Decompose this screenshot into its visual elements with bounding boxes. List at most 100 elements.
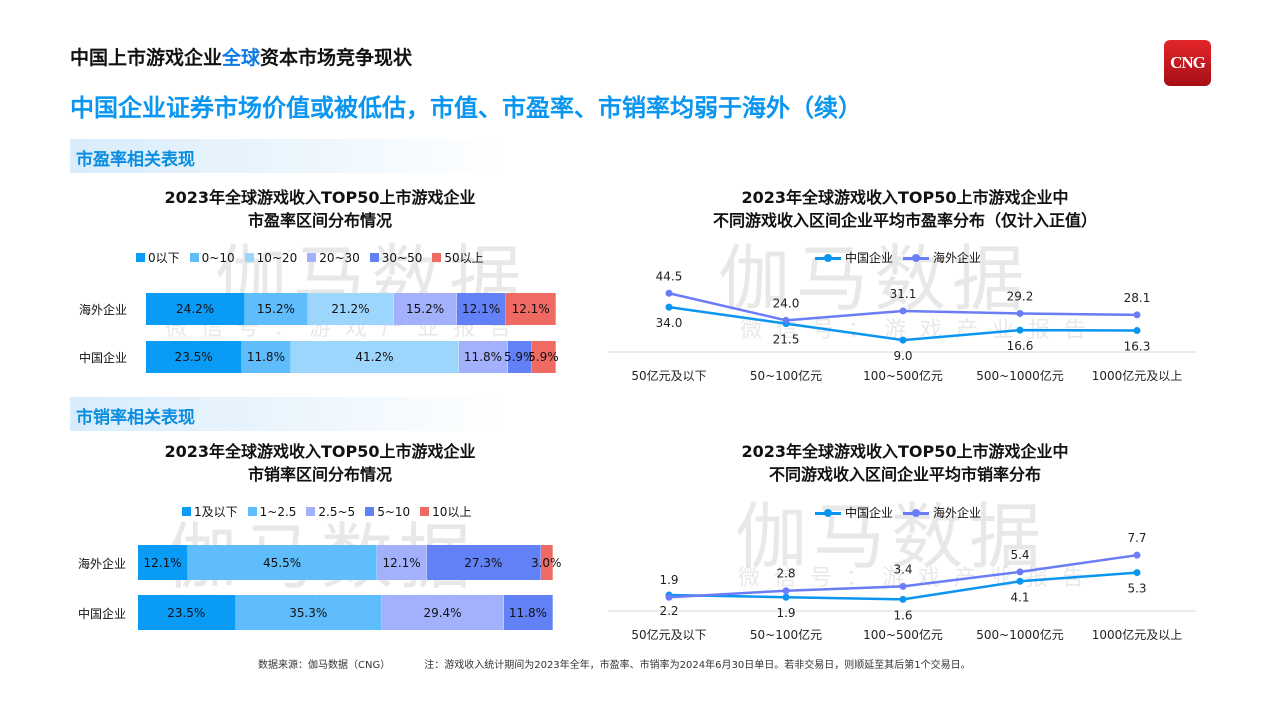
data-label: 2.8: [776, 567, 795, 581]
data-label: 5.3: [1127, 582, 1146, 596]
legend-label: 50以上: [444, 251, 484, 265]
watermark: 伽马数据: [735, 495, 1048, 579]
data-point: [1133, 551, 1141, 559]
legend-item: 0~10: [189, 250, 235, 265]
legend-item: 30~50: [369, 250, 423, 265]
data-source: 数据来源：伽马数据（CNG）: [258, 660, 391, 671]
watermark: 伽马数据: [718, 237, 1031, 321]
legend-item: 海外企业: [903, 249, 981, 266]
data-point: [899, 595, 907, 603]
data-point: [665, 593, 673, 601]
footer: 数据来源：伽马数据（CNG） 注：游戏收入统计期间为2023年全年，市盈率、市销率…: [258, 656, 1005, 671]
legend-label: 5~10: [377, 504, 411, 519]
chart-legend: 中国企业 海外企业: [815, 249, 981, 266]
x-tick-label: 50~100亿元: [750, 627, 822, 640]
data-point: [899, 582, 907, 590]
legend-item: 1及以下: [182, 503, 238, 520]
data-label: 1.6: [893, 608, 912, 622]
chart-legend: 0以下 0~10 10~20 20~30 30~50 50以上: [136, 249, 484, 266]
legend-label: 30~50: [381, 250, 423, 265]
data-label: 1.9: [659, 573, 678, 587]
bar-segment-0以下: 24.2%: [146, 293, 246, 325]
chart-title-line: 2023年全球游戏收入TOP50上市游戏企业中: [741, 442, 1069, 461]
x-tick-label: 1000亿元及以上: [1092, 627, 1183, 640]
bar-segment-5~10: 11.8%: [504, 595, 553, 630]
legend-swatch: [306, 506, 316, 516]
legend-line-marker: [815, 254, 841, 262]
legend-item: 2.5~5: [306, 505, 355, 519]
bar-segment-1~2.5: 35.3%: [235, 595, 382, 630]
legend-item: 中国企业: [815, 249, 893, 266]
legend-item: 5~10: [365, 505, 410, 519]
chart-title: 2023年全球游戏收入TOP50上市游戏企业中 不同游戏收入区间企业平均市销率分布: [600, 440, 1210, 486]
data-label: 2.2: [659, 604, 678, 618]
legend-line-marker: [903, 509, 930, 517]
legend-label: 海外企业: [933, 506, 982, 520]
data-point: [1016, 309, 1024, 317]
legend-label: 10~20: [256, 250, 298, 265]
pe-distribution-chart: 2023年全球游戏收入TOP50上市游戏企业 市盈率区间分布情况 0以下 0~10 10…: [70, 186, 570, 386]
row-label: 中国企业: [79, 351, 128, 365]
data-label: 44.5: [656, 269, 683, 283]
bar-segment-20~30: 15.2%: [394, 293, 457, 325]
legend-swatch: [182, 507, 191, 516]
legend-label: 1~2.5: [259, 504, 297, 519]
bar-segment-0以下: 23.5%: [146, 341, 243, 373]
stacked-bar: 23.5% 35.3% 29.4% 11.8%: [138, 595, 553, 630]
data-point: [899, 336, 907, 344]
data-point: [1133, 326, 1141, 334]
data-label: 31.1: [890, 287, 917, 301]
legend-line-marker: [815, 509, 841, 517]
bar-segment-5~10: 27.3%: [427, 545, 541, 580]
legend-label: 20~30: [319, 250, 360, 265]
legend-swatch: [244, 252, 254, 262]
x-tick-label: 1000亿元及以上: [1092, 368, 1183, 383]
ps-distribution-chart: 2023年全球游戏收入TOP50上市游戏企业 市销率区间分布情况 1及以下 1~2.5…: [70, 440, 570, 640]
legend-label: 2.5~5: [318, 504, 356, 519]
bar-segment-50以上: 5.9%: [528, 341, 559, 373]
legend-label: 中国企业: [845, 251, 894, 265]
bar-segment-30~50: 5.9%: [504, 341, 534, 373]
legend-label: 1及以下: [194, 505, 238, 519]
x-tick-label: 100~500亿元: [863, 627, 943, 640]
stacked-bar: 12.1% 45.5% 12.1% 27.3% 3.0%: [138, 545, 561, 580]
data-point: [665, 289, 673, 297]
data-label: 21.5: [773, 333, 800, 347]
data-point: [1016, 577, 1024, 585]
data-point: [782, 316, 790, 324]
legend-label: 0~10: [201, 250, 235, 265]
data-label: 29.2: [1007, 289, 1034, 303]
chart-title-line: 市盈率区间分布情况: [247, 211, 392, 230]
section-header-ps: 市销率相关表现: [70, 397, 510, 431]
legend-item: 海外企业: [903, 504, 981, 521]
pe-average-line-chart: 2023年全球游戏收入TOP50上市游戏企业中 不同游戏收入区间企业平均市盈率分布…: [600, 186, 1210, 386]
legend-item: 10以上: [420, 503, 471, 520]
data-label: 28.1: [1124, 291, 1151, 305]
bar-segment-10~20: 21.2%: [307, 293, 395, 325]
stacked-bar: 23.5% 11.8% 41.2% 11.8% 5.9% 5.9%: [146, 341, 559, 373]
page-header-title: 中国上市游戏企业全球资本市场竞争现状: [70, 43, 412, 70]
legend-swatch: [247, 506, 257, 516]
data-label: 24.0: [773, 296, 800, 310]
bar-segment-20~30: 11.8%: [459, 341, 508, 373]
legend-item: 50以上: [432, 249, 484, 266]
data-point: [1133, 569, 1141, 577]
data-point: [899, 307, 907, 315]
bar-segment-0~10: 15.2%: [245, 293, 308, 325]
chart-title-line: 不同游戏收入区间企业平均市销率分布: [768, 465, 1041, 484]
chart-title-line: 2023年全球游戏收入TOP50上市游戏企业: [164, 188, 476, 207]
x-tick-label: 100~500亿元: [863, 368, 943, 383]
data-point: [1016, 568, 1024, 576]
legend-item: 0以下: [136, 249, 180, 266]
chart-legend: 中国企业 海外企业: [815, 504, 981, 521]
chart-title-line: 不同游戏收入区间企业平均市盈率分布（仅计入正值）: [712, 211, 1097, 230]
legend-label: 海外企业: [933, 251, 982, 265]
bar-segment-10以上: 3.0%: [531, 545, 561, 580]
bar-segment-1~2.5: 45.5%: [188, 545, 378, 580]
chart-legend: 1及以下 1~2.5 2.5~5 5~10 10以上: [182, 503, 471, 520]
legend-label: 中国企业: [845, 506, 894, 520]
bar-segment-1及以下: 12.1%: [138, 545, 189, 580]
legend-swatch: [369, 252, 379, 262]
x-tick-label: 50亿元及以下: [631, 627, 706, 640]
bar-segment-30~50: 12.1%: [456, 293, 507, 325]
